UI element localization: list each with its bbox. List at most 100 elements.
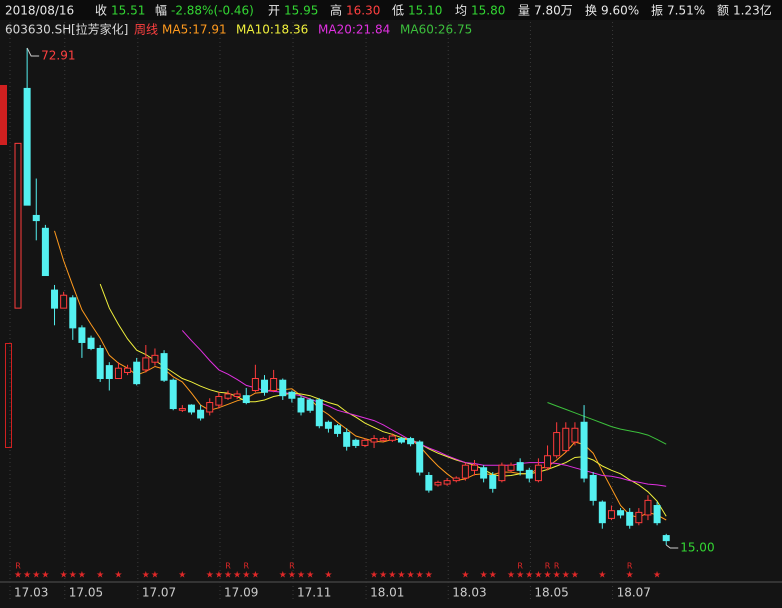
event-star: ★ [206, 571, 214, 581]
event-r: R [545, 562, 551, 571]
event-star: ★ [598, 571, 606, 581]
x-tick-label: 17.09 [224, 586, 258, 600]
event-star: ★ [251, 571, 259, 581]
candle-body [233, 393, 241, 398]
candle-body [32, 214, 40, 222]
candle-body [397, 438, 405, 443]
candle-body [114, 367, 122, 380]
event-star: ★ [653, 571, 661, 581]
candle-body [489, 474, 497, 489]
header-bar [0, 0, 782, 20]
event-star: ★ [151, 571, 159, 581]
candle-body [288, 391, 296, 399]
candle-body [361, 439, 369, 446]
candle-body [379, 438, 387, 441]
header-label: 均 [455, 4, 467, 18]
legend-entry: MA20:21.84 [318, 23, 390, 37]
header-value: 15.10 [408, 4, 442, 18]
candle-body [516, 462, 524, 471]
annotation-pointer [26, 47, 40, 57]
event-r: R [517, 562, 523, 571]
candle-body [662, 535, 670, 542]
event-star: ★ [14, 571, 22, 581]
header-label: 高 [330, 3, 342, 18]
x-tick-label: 18.07 [617, 586, 651, 600]
candle-body [507, 464, 515, 471]
candle-body [69, 297, 77, 329]
event-star: ★ [388, 571, 396, 581]
candle-body [41, 227, 49, 277]
candle-body [96, 347, 104, 380]
header-value: 16.30 [346, 4, 380, 18]
candle-body [598, 501, 606, 524]
x-tick-label: 18.01 [370, 586, 404, 600]
event-star: ★ [626, 571, 634, 581]
candle-body [142, 357, 150, 371]
event-r: R [243, 562, 249, 571]
candle-body [617, 510, 625, 516]
header-value: 15.95 [284, 4, 318, 18]
candle-body [197, 409, 205, 419]
header-value: -2.88%(-0.46) [171, 4, 254, 18]
candle-body [407, 438, 415, 445]
header-label: 换 [585, 4, 597, 18]
event-star: ★ [425, 571, 433, 581]
event-star: ★ [78, 571, 86, 581]
header-label: 收 [95, 4, 107, 18]
candle-body [461, 464, 469, 479]
header-value: 15.51 [111, 4, 145, 18]
event-star: ★ [480, 571, 488, 581]
event-star: ★ [60, 571, 68, 581]
event-r: R [554, 562, 560, 571]
event-star: ★ [233, 571, 241, 581]
x-tick-label: 17.03 [14, 586, 48, 600]
event-star: ★ [516, 571, 524, 581]
event-star: ★ [544, 571, 552, 581]
event-star: ★ [324, 571, 332, 581]
event-star: ★ [416, 571, 424, 581]
stock-name: [拉芳家化] [71, 22, 128, 37]
candle-body [151, 354, 159, 363]
candle-body [178, 408, 186, 411]
event-star: ★ [279, 571, 287, 581]
event-star: ★ [69, 571, 77, 581]
event-star: ★ [562, 571, 570, 581]
candle-body [635, 511, 643, 524]
event-star: ★ [142, 571, 150, 581]
candle-body [279, 379, 287, 397]
event-star: ★ [397, 571, 405, 581]
candle-body [607, 510, 615, 519]
candle-body [498, 464, 506, 482]
x-tick-label: 18.05 [534, 586, 568, 600]
candle-body [370, 438, 378, 443]
candle-body [60, 294, 68, 309]
legend-entry: MA10:18.36 [236, 23, 308, 37]
header-value: 7.80万 [534, 4, 573, 18]
ma-line [99, 283, 667, 517]
candle-body [242, 395, 250, 404]
candle-body [343, 432, 351, 447]
event-r: R [289, 562, 295, 571]
candle-body [388, 435, 396, 441]
date: 2018/08/16 [5, 4, 74, 18]
candle-body [580, 421, 588, 479]
event-star: ★ [178, 571, 186, 581]
ma-line [54, 230, 667, 521]
annotation: 15.00 [680, 541, 714, 555]
header-label: 开 [268, 4, 280, 18]
event-star: ★ [32, 571, 40, 581]
candle-body [471, 464, 478, 471]
candle-body [334, 425, 342, 434]
candle-body [544, 455, 552, 469]
event-star: ★ [553, 571, 561, 581]
candle-body [187, 404, 195, 413]
event-r: R [627, 562, 633, 571]
candle-body [297, 397, 305, 413]
event-star: ★ [370, 571, 378, 581]
header-value: 7.51% [667, 4, 705, 18]
event-star: ★ [23, 571, 31, 581]
header-label: 低 [392, 4, 404, 18]
event-star: ★ [525, 571, 533, 581]
